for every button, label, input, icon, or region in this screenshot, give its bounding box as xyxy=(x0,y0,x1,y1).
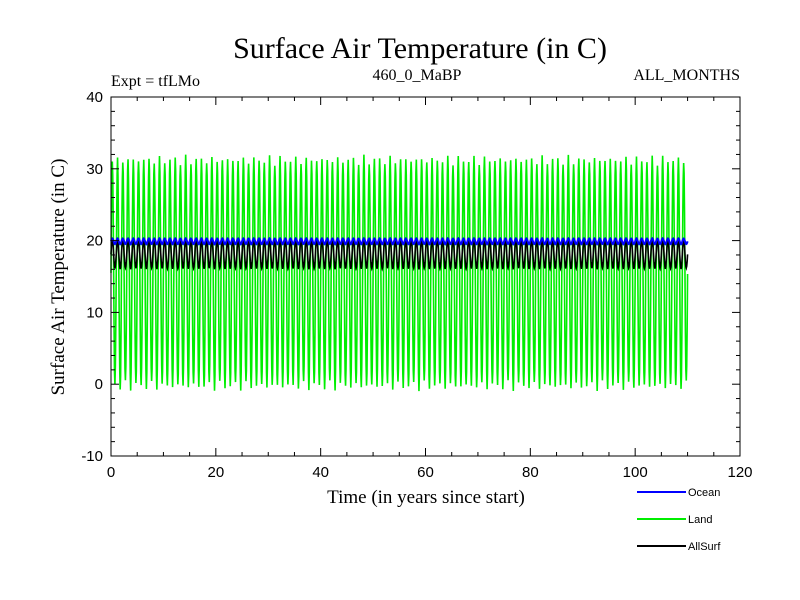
x-tick-label: 60 xyxy=(417,464,434,481)
x-tick-label: 0 xyxy=(107,464,115,481)
x-tick-label: 80 xyxy=(522,464,539,481)
y-tick-label: 40 xyxy=(86,89,103,106)
y-tick-label: -10 xyxy=(81,448,103,465)
x-tick-label: 120 xyxy=(727,464,752,481)
series-line-ocean xyxy=(110,236,689,246)
series-layer xyxy=(110,154,689,392)
x-tick-label: 40 xyxy=(312,464,329,481)
y-tick-label: 0 xyxy=(95,376,103,393)
legend-label-land: Land xyxy=(688,514,712,526)
period-label: 460_0_MaBP xyxy=(373,67,462,84)
chart-title: Surface Air Temperature (in C) xyxy=(233,32,607,65)
y-tick-label: 30 xyxy=(86,161,103,178)
series-line-land xyxy=(110,154,689,392)
legend-label-allsurf: AllSurf xyxy=(688,541,721,553)
x-tick-label: 100 xyxy=(623,464,648,481)
legend-label-ocean: Ocean xyxy=(688,487,720,499)
y-axis-label: Surface Air Temperature (in C) xyxy=(48,159,69,396)
y-tick-label: 20 xyxy=(86,233,103,250)
x-tick-label: 20 xyxy=(207,464,224,481)
months-label: ALL_MONTHS xyxy=(633,67,740,84)
experiment-label: Expt = tfLMo xyxy=(111,73,200,90)
x-axis-label: Time (in years since start) xyxy=(327,487,525,508)
y-tick-label: 10 xyxy=(86,304,103,321)
legend: Ocean Land AllSurf xyxy=(637,487,721,553)
